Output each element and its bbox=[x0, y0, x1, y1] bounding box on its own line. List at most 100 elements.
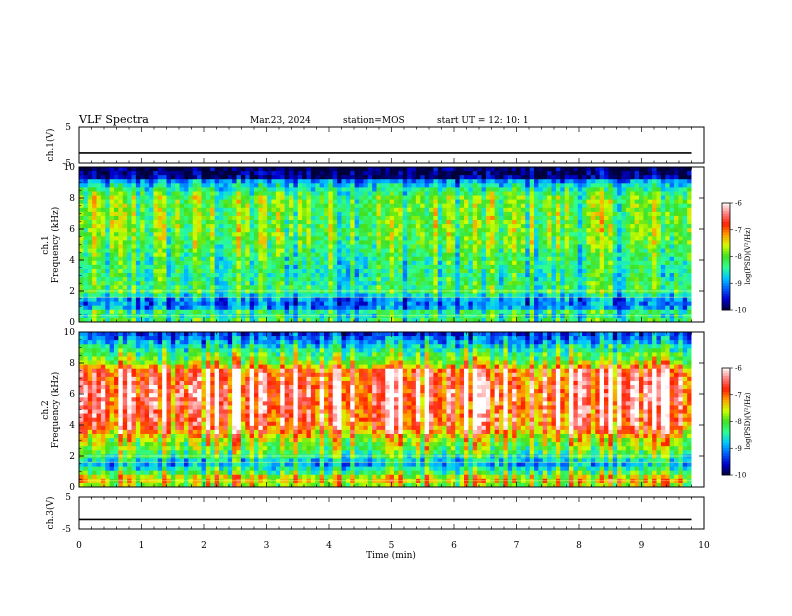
spectrogram-cell bbox=[595, 167, 600, 171]
spectrogram-cell bbox=[678, 228, 683, 232]
spectrogram-cell bbox=[508, 273, 513, 277]
spectrogram-cell bbox=[372, 216, 377, 220]
spectrogram-cell bbox=[237, 187, 242, 191]
spectrogram-cell bbox=[88, 183, 93, 187]
spectrogram-cell bbox=[105, 261, 110, 265]
spectrogram-cell bbox=[556, 253, 561, 257]
spectrogram-cell bbox=[298, 277, 303, 281]
spectrogram-cell bbox=[355, 224, 360, 228]
spectrogram-cell bbox=[390, 281, 395, 285]
spectrogram-cell bbox=[512, 200, 517, 204]
spectrogram-cell bbox=[311, 175, 316, 179]
spectrogram-cell bbox=[665, 183, 670, 187]
spectrogram-cell bbox=[267, 196, 272, 200]
spectrogram-cell bbox=[639, 212, 644, 216]
spectrogram-cell bbox=[237, 257, 242, 261]
spectrogram-cell bbox=[333, 245, 338, 249]
spectrogram-cell bbox=[363, 208, 368, 212]
spectrogram-cell bbox=[665, 277, 670, 281]
spectrogram-cell bbox=[180, 285, 185, 289]
spectrogram-cell bbox=[250, 310, 255, 314]
spectrogram-cell bbox=[320, 310, 325, 314]
spectrogram-cell bbox=[416, 224, 421, 228]
spectrogram-cell bbox=[359, 281, 364, 285]
spectrogram-cell bbox=[591, 273, 596, 277]
spectrogram-cell bbox=[381, 310, 386, 314]
spectrogram-cell bbox=[447, 236, 452, 240]
spectrogram-cell bbox=[420, 298, 425, 302]
spectrogram-cell bbox=[298, 224, 303, 228]
spectrogram-cell bbox=[429, 245, 434, 249]
spectrogram-cell bbox=[543, 224, 548, 228]
spectrogram-cell bbox=[604, 183, 609, 187]
spectrogram-cell bbox=[320, 269, 325, 273]
spectrogram-cell bbox=[569, 249, 574, 253]
spectrogram-cell bbox=[92, 167, 97, 171]
spectrogram-cell bbox=[626, 253, 631, 257]
spectrogram-cell bbox=[158, 261, 163, 265]
spectrogram-cell bbox=[438, 196, 443, 200]
spectrogram-cell bbox=[250, 277, 255, 281]
spectrogram-cell bbox=[460, 208, 465, 212]
spectrogram-cell bbox=[140, 216, 145, 220]
spectrogram-cell bbox=[232, 224, 237, 228]
spectrogram-cell bbox=[587, 240, 592, 244]
spectrogram-cell bbox=[184, 212, 189, 216]
spectrogram-cell bbox=[355, 265, 360, 269]
spectrogram-cell bbox=[337, 171, 342, 175]
spectrogram-cell bbox=[477, 216, 482, 220]
spectrogram-cell bbox=[582, 200, 587, 204]
spectrogram-cell bbox=[604, 277, 609, 281]
spectrogram-cell bbox=[127, 196, 132, 200]
spectrogram-cell bbox=[328, 281, 333, 285]
spectrogram-cell bbox=[429, 167, 434, 171]
spectrogram-cell bbox=[97, 220, 102, 224]
spectrogram-cell bbox=[420, 204, 425, 208]
spectrogram-cell bbox=[153, 302, 158, 306]
spectrogram-cell bbox=[420, 224, 425, 228]
spectrogram-cell bbox=[298, 167, 303, 171]
spectrogram-cell bbox=[153, 204, 158, 208]
spectrogram-cell bbox=[324, 228, 329, 232]
spectrogram-cell bbox=[451, 306, 456, 310]
spectrogram-cell bbox=[92, 240, 97, 244]
spectrogram-cell bbox=[560, 224, 565, 228]
spectrogram-cell bbox=[92, 281, 97, 285]
spectrogram-cell bbox=[495, 236, 500, 240]
spectrogram-cell bbox=[79, 265, 84, 269]
spectrogram-cell bbox=[241, 175, 246, 179]
spectrogram-cell bbox=[149, 228, 154, 232]
spectrogram-cell bbox=[223, 289, 228, 293]
spectrogram-cell bbox=[433, 183, 438, 187]
spectrogram-cell bbox=[276, 249, 281, 253]
spectrogram-cell bbox=[254, 245, 259, 249]
spectrogram-cell bbox=[416, 220, 421, 224]
spectrogram-cell bbox=[578, 236, 583, 240]
spectrogram-cell bbox=[565, 196, 570, 200]
spectrogram-cell bbox=[512, 216, 517, 220]
spectrogram-cell bbox=[123, 273, 128, 277]
spectrogram-cell bbox=[569, 277, 574, 281]
spectrogram-cell bbox=[180, 249, 185, 253]
spectrogram-cell bbox=[622, 277, 627, 281]
spectrogram-cell bbox=[429, 208, 434, 212]
spectrogram-cell bbox=[503, 224, 508, 228]
spectrogram-cell bbox=[105, 183, 110, 187]
spectrogram-cell bbox=[556, 175, 561, 179]
spectrogram-cell bbox=[468, 285, 473, 289]
spectrogram-cell bbox=[451, 245, 456, 249]
spectrogram-cell bbox=[289, 285, 294, 289]
spectrogram-cell bbox=[617, 224, 622, 228]
spectrogram-cell bbox=[657, 249, 662, 253]
spectrogram-cell bbox=[600, 245, 605, 249]
spectrogram-cell bbox=[495, 228, 500, 232]
spectrogram-cell bbox=[149, 261, 154, 265]
spectrogram-cell bbox=[617, 187, 622, 191]
spectrogram-cell bbox=[298, 228, 303, 232]
spectrogram-cell bbox=[307, 302, 312, 306]
spectrogram-cell bbox=[460, 171, 465, 175]
spectrogram-cell bbox=[210, 277, 215, 281]
spectrogram-cell bbox=[250, 212, 255, 216]
spectrogram-cell bbox=[320, 208, 325, 212]
spectrogram-cell bbox=[635, 249, 640, 253]
